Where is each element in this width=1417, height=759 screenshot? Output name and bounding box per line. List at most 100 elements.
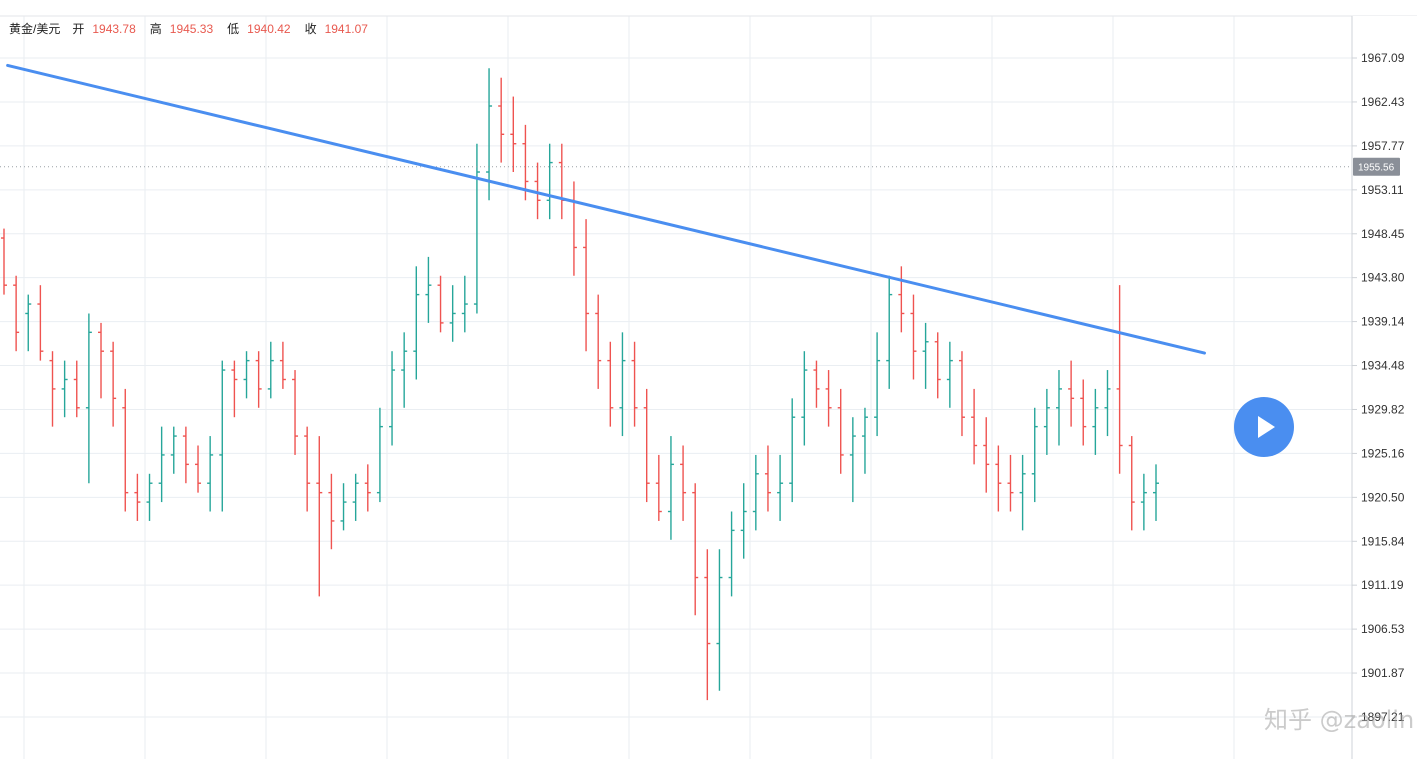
ohlc-bar — [328, 473, 335, 550]
ohlc-bar — [813, 360, 820, 408]
ohlc-bar — [910, 294, 917, 380]
axis-tick-label: 1934.48 — [1361, 359, 1405, 373]
ohlc-bar — [1007, 454, 1014, 512]
ohlc-bar — [73, 360, 80, 418]
ohlc-bar — [195, 445, 202, 493]
ohlc-bar — [619, 332, 626, 437]
ohlc-bar — [777, 454, 784, 521]
trendline-layer[interactable] — [6, 63, 1207, 355]
ohlc-bar — [643, 388, 650, 503]
ohlc-bar — [837, 388, 844, 474]
watermark: 知乎 @zaolin — [1264, 706, 1415, 734]
ohlc-bar — [1031, 407, 1038, 503]
axis-tick-label: 1911.19 — [1361, 578, 1404, 592]
ohlc-bar — [37, 285, 44, 361]
ohlc-bar — [971, 388, 978, 465]
ohlc-bar — [801, 351, 808, 446]
open-label: 开 — [72, 22, 85, 36]
ohlc-bar — [570, 181, 577, 276]
ohlc-bar — [534, 162, 541, 220]
ohlc-bar — [1019, 454, 1026, 531]
ohlc-bar — [983, 417, 990, 493]
axis-tick-label: 1943.80 — [1361, 271, 1405, 285]
close-value: 1941.07 — [324, 21, 368, 36]
axis-tick-label: 1957.77 — [1361, 139, 1405, 153]
ohlc-bar — [449, 285, 456, 342]
ohlc-bar — [292, 370, 299, 455]
ohlc-bar — [764, 445, 771, 512]
high-label: 高 — [149, 22, 162, 36]
ohlc-bar — [486, 68, 493, 201]
ohlc-bar — [49, 351, 56, 427]
ohlc-bar — [558, 143, 565, 220]
play-icon — [1258, 416, 1275, 438]
ohlc-bar — [958, 351, 965, 437]
ohlc-bar — [243, 351, 250, 399]
ohlc-bar — [316, 436, 323, 597]
ohlc-bar — [1080, 379, 1087, 446]
ohlc-bar — [740, 483, 747, 559]
ohlc-bar — [182, 426, 189, 484]
ohlc-bar — [85, 313, 92, 484]
ohlc-bar — [255, 351, 262, 408]
ohlc-bar — [146, 473, 153, 521]
ohlc-bar — [1140, 473, 1147, 531]
ohlc-bar — [995, 445, 1002, 512]
ohlc-bar — [607, 341, 614, 427]
ohlc-bar — [1, 228, 7, 295]
ohlc-bar — [437, 275, 444, 333]
axis-tick-label: 1901.87 — [1361, 666, 1405, 680]
axis-tick-label: 1948.45 — [1361, 227, 1405, 241]
ohlc-bar — [583, 219, 590, 352]
axis-tick-label: 1915.84 — [1361, 534, 1405, 548]
ohlc-bar — [510, 96, 517, 173]
ohlc-bar — [898, 266, 905, 333]
ohlc-bar — [110, 341, 117, 427]
ohlc-bar — [1104, 370, 1111, 437]
ohlc-bar — [1092, 388, 1099, 455]
axis-tick-label: 1939.14 — [1361, 315, 1405, 329]
ohlc-bar — [98, 322, 105, 399]
ohlc-bar — [667, 436, 674, 540]
ohlc-bar — [267, 341, 274, 399]
ohlc-bar — [655, 454, 662, 521]
ohlc-bar — [352, 473, 359, 521]
ohlc-bar — [789, 398, 796, 503]
ohlc-bar — [13, 275, 20, 352]
ohlc-bar — [546, 143, 553, 220]
ohlc-bar — [680, 445, 687, 521]
ohlc-bar — [849, 417, 856, 503]
ohlc-bar — [340, 483, 347, 531]
ohlc-bar — [219, 360, 226, 512]
ohlc-bar — [461, 275, 468, 333]
ohlc-bar — [1128, 436, 1135, 531]
price-axis[interactable]: 1967.09 1962.43 1957.77 1953.11 1948.45 1943.… — [1351, 16, 1417, 759]
symbol-label: 黄金/美元 — [9, 22, 61, 36]
ohlc-bar — [1068, 360, 1075, 427]
play-button[interactable] — [1234, 397, 1294, 457]
close-label: 收 — [304, 22, 317, 36]
ohlc-bar — [122, 388, 129, 512]
axis-tick-label: 1953.11 — [1361, 183, 1404, 197]
ohlc-bar — [874, 332, 881, 437]
ohlc-bar — [473, 143, 480, 314]
ohlc-bar — [498, 77, 505, 163]
current-price-badge — [1353, 157, 1400, 176]
ohlc-bar — [934, 332, 941, 399]
ohlc-bar — [922, 322, 929, 389]
trendline — [6, 63, 1207, 355]
axis-tick-label: 1925.16 — [1361, 446, 1405, 460]
ohlc-bar — [207, 436, 214, 512]
low-value: 1940.42 — [247, 21, 291, 36]
axis-tick-label: 1920.50 — [1361, 490, 1405, 504]
grid-lines — [0, 15, 1417, 759]
ohlc-bar — [1043, 388, 1050, 455]
ohlc-bar — [522, 124, 529, 201]
axis-tick-label: 1967.09 — [1361, 51, 1405, 65]
ohlc-legend: 黄金/美元 开 1943.78 高 1945.33 低 1940.42 收 19… — [9, 20, 382, 37]
ohlc-bar — [279, 341, 286, 389]
ohlc-bars — [0, 68, 1352, 701]
axis-tick-label: 1929.82 — [1361, 402, 1405, 416]
